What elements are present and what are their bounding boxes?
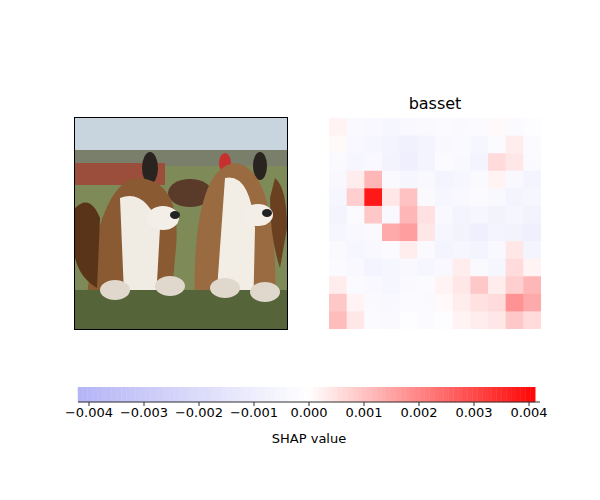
svg-text:−0.003: −0.003 xyxy=(120,405,168,420)
html-text:basset: basset xyxy=(408,94,462,113)
svg-text:0.004: 0.004 xyxy=(510,405,547,420)
svg-text:−0.001: −0.001 xyxy=(230,405,278,420)
svg-text:−0.004: −0.004 xyxy=(65,405,113,420)
svg-text:0.003: 0.003 xyxy=(455,405,492,420)
svg-text:0.002: 0.002 xyxy=(400,405,437,420)
svg-text:0.000: 0.000 xyxy=(290,405,327,420)
svg-text:0.001: 0.001 xyxy=(345,405,382,420)
svg-text:−0.002: −0.002 xyxy=(175,405,223,420)
svg-text:SHAP value: SHAP value xyxy=(272,431,346,446)
